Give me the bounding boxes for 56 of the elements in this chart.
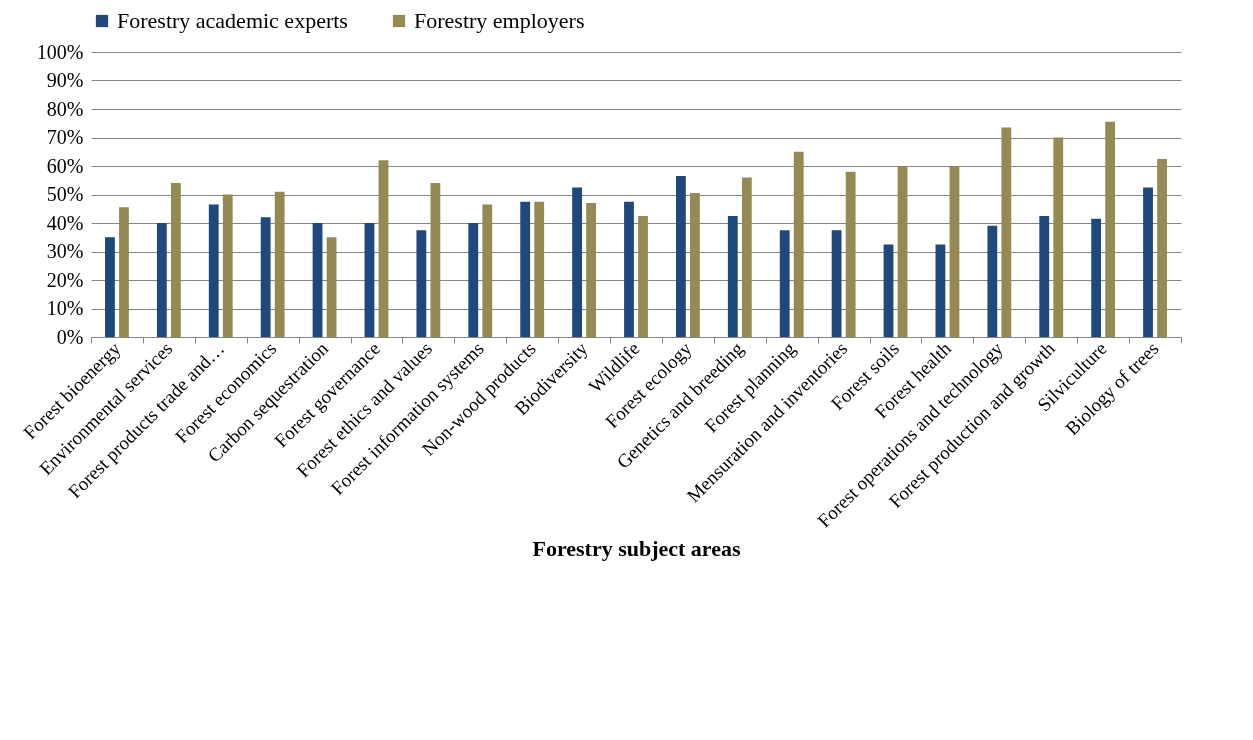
y-tick-label: 60% [46,154,84,177]
bar [222,194,233,337]
bar [260,217,271,337]
bar [638,215,648,337]
bar [949,166,960,337]
bar [935,244,946,337]
bar [1039,215,1050,337]
y-tick-label: 40% [46,211,84,234]
bar [105,237,115,337]
bar [572,187,582,337]
bar [1143,187,1153,337]
y-tick-label: 30% [46,240,84,262]
y-tick-label: 20% [46,268,84,291]
bar [534,201,545,337]
bar [119,207,129,337]
bar [1105,121,1116,337]
x-axis-title: Forestry subject areas [532,536,741,562]
bar [156,223,167,337]
bar [793,151,804,337]
bar [416,230,427,337]
bar [675,175,686,337]
bar [586,203,597,337]
bar [208,204,219,337]
bar [520,201,531,337]
bar [845,171,856,337]
bar [430,183,441,337]
bar [482,204,493,337]
bar [468,223,479,337]
bar [312,223,323,337]
bar [378,160,389,337]
bar [274,191,285,337]
bar [1091,218,1102,337]
bar [364,223,375,337]
y-tick-label: 0% [56,325,84,348]
bar [883,244,894,337]
legend-label: Forestry academic experts [117,8,348,33]
bar [326,237,337,337]
bar [987,225,998,337]
bar [897,166,908,337]
bar [779,230,790,337]
bar [1053,137,1064,337]
y-tick-label: 100% [36,40,84,63]
y-tick-label: 70% [46,126,84,148]
bar [1157,158,1167,337]
bar [170,183,181,337]
bar [690,193,700,337]
y-tick-label: 80% [46,97,84,120]
y-tick-label: 10% [46,297,84,319]
legend-label: Forestry employers [414,8,585,33]
bar [727,215,738,337]
bar [831,230,842,337]
bar [741,177,752,337]
y-tick-label: 50% [46,183,84,205]
bar [1001,127,1012,337]
y-tick-label: 90% [46,69,84,91]
bar [624,201,634,337]
